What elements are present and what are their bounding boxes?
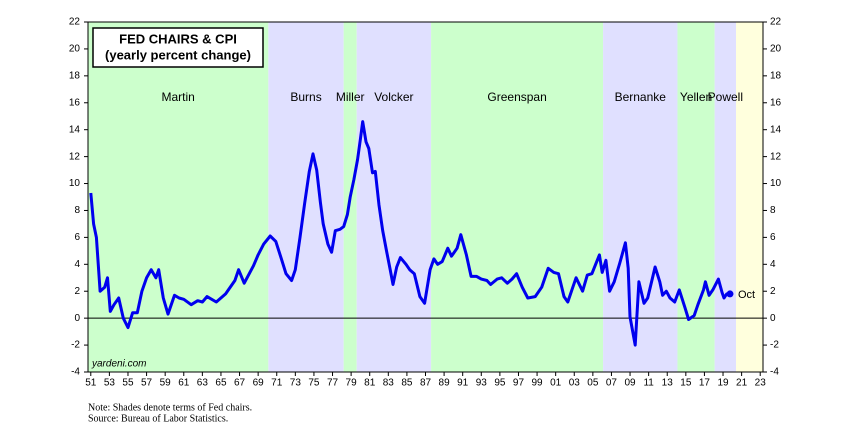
y-tick-label: 22 [69,17,81,28]
chair-band [714,22,737,372]
y-tick-label: 2 [74,286,80,297]
x-tick-label: 83 [383,378,395,389]
chart-title: FED CHAIRS & CPI [119,31,237,46]
x-tick-label: 81 [364,378,376,389]
x-tick-label: 91 [457,378,469,389]
x-tick-label: 15 [680,378,692,389]
y-tick-label-right: 8 [770,205,776,216]
y-tick-label-right: 14 [770,124,782,135]
x-tick-label: 51 [85,378,97,389]
y-tick-label: 16 [69,97,81,108]
title-box [92,27,264,68]
x-tick-label: 71 [271,378,283,389]
y-tick-label: 0 [74,313,80,324]
x-tick-label: 73 [290,378,302,389]
y-tick-label-right: 6 [770,232,776,243]
chair-label: Martin [162,90,195,104]
x-tick-label: 99 [532,378,544,389]
watermark: yardeni.com [91,359,146,370]
end-marker [726,290,734,298]
y-tick-label-right: 20 [770,44,782,55]
x-tick-label: 03 [569,378,581,389]
x-tick-label: 57 [141,378,153,389]
y-tick-label-right: 0 [770,313,776,324]
x-tick-label: 97 [513,378,525,389]
x-tick-label: 17 [699,378,711,389]
chair-label: Burns [290,90,321,104]
chair-band [677,22,715,372]
x-tick-label: 65 [215,378,227,389]
note: Note: Shades denote terms of Fed chairs. [88,402,252,413]
y-tick-label: 10 [69,178,81,189]
y-tick-label: -4 [71,367,80,378]
y-tick-label: 14 [69,124,81,135]
y-tick-label-right: 4 [770,259,776,270]
y-tick-label-right: 22 [770,17,782,28]
x-tick-label: 53 [104,378,116,389]
chair-label: Powell [708,90,743,104]
content: Martin Burns Miller Volcker Greenspan Bernank… [69,17,782,389]
y-tick-label: 12 [69,151,81,162]
y-tick-label: 18 [69,70,81,81]
y-tick-label-right: -4 [770,367,779,378]
chair-band [356,22,432,372]
x-tick-label: 77 [327,378,339,389]
x-tick-label: 95 [494,378,506,389]
y-tick-label-right: 12 [770,151,782,162]
x-tick-label: 75 [308,378,320,389]
y-tick-label: 8 [74,205,80,216]
x-tick-label: 79 [346,378,358,389]
x-tick-label: 67 [234,378,246,389]
chart-subtitle: (yearly percent change) [105,47,251,62]
x-tick-label: 11 [643,378,654,389]
x-tick-label: 69 [253,378,265,389]
y-tick-label: 20 [69,44,81,55]
source: Source: Bureau of Labor Statistics. [88,413,228,424]
x-tick-label: 55 [122,378,134,389]
plot-frame [87,21,764,373]
cpi-line [89,120,732,347]
x-tick-label: 01 [550,378,562,389]
y-tick-label: 4 [74,259,80,270]
chair-label: Greenspan [487,90,546,104]
x-tick-label: 19 [717,378,729,389]
x-tick-label: 93 [476,378,488,389]
x-tick-label: 63 [197,378,209,389]
y-tick-label-right: 18 [770,70,782,81]
chair-label: Yellen [680,90,712,104]
x-tick-label: 07 [606,378,618,389]
x-tick-label: 85 [401,378,413,389]
x-tick-label: 89 [439,378,451,389]
end-label: Oct [738,289,755,301]
chair-band [88,22,269,372]
x-tick-label: 09 [624,378,636,389]
y-tick-label-right: 16 [770,97,782,108]
chair-label: Bernanke [615,90,667,104]
y-tick-label-right: 10 [770,178,782,189]
chair-band [736,22,763,372]
chair-band [431,22,604,372]
x-tick-label: 23 [755,378,767,389]
chair-label: Miller [336,90,365,104]
x-tick-label: 13 [662,378,674,389]
x-tick-label: 21 [736,378,748,389]
y-tick-label: 6 [74,232,80,243]
y-tick-label: -2 [71,340,80,351]
x-tick-label: 87 [420,378,432,389]
y-tick-label-right: 2 [770,286,776,297]
x-tick-label: 59 [160,378,172,389]
bands [88,22,763,372]
chair-band [603,22,678,372]
x-tick-label: 61 [178,378,190,389]
chair-label: Volcker [374,90,413,104]
y-tick-label-right: -2 [770,340,779,351]
x-tick-label: 05 [587,378,599,389]
